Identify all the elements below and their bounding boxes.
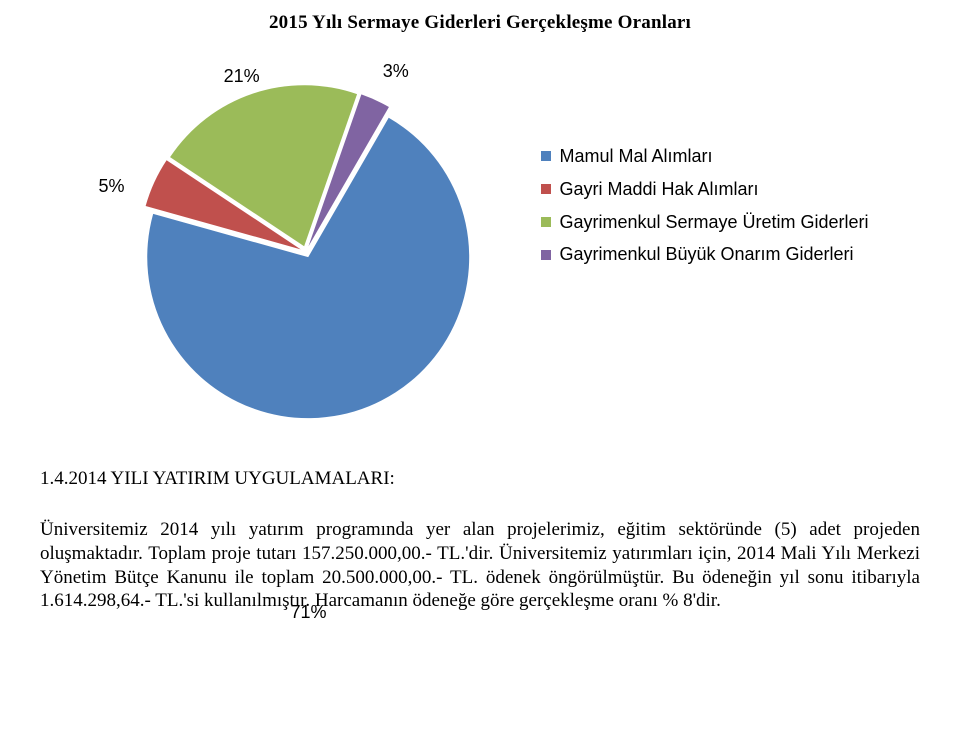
pie-data-label: 3% bbox=[383, 61, 409, 82]
legend-label: Mamul Mal Alımları bbox=[559, 142, 712, 171]
legend-label: Gayri Maddi Hak Alımları bbox=[559, 175, 758, 204]
pie-data-label: 5% bbox=[98, 176, 124, 197]
legend-item: Gayrimenkul Büyük Onarım Giderleri bbox=[541, 240, 868, 269]
legend-item: Gayri Maddi Hak Alımları bbox=[541, 175, 868, 204]
legend-label: Gayrimenkul Büyük Onarım Giderleri bbox=[559, 240, 853, 269]
legend-label: Gayrimenkul Sermaye Üretim Giderleri bbox=[559, 208, 868, 237]
legend-swatch bbox=[541, 151, 551, 161]
chart-area: 71%5%21%3% Mamul Mal AlımlarıGayri Maddi… bbox=[40, 42, 920, 442]
chart-legend: Mamul Mal Alımları Gayri Maddi Hak Alımla… bbox=[541, 142, 868, 273]
section-heading: 1.4.2014 YILI YATIRIM UYGULAMALARI: bbox=[40, 468, 920, 490]
legend-item: Mamul Mal Alımları bbox=[541, 142, 868, 171]
chart-title: 2015 Yılı Sermaye Giderleri Gerçekleşme … bbox=[40, 12, 920, 34]
pie-data-label: 21% bbox=[224, 66, 260, 87]
legend-item: Gayrimenkul Sermaye Üretim Giderleri bbox=[541, 208, 868, 237]
body-paragraph: Üniversitemiz 2014 yılı yatırım programı… bbox=[40, 518, 920, 613]
legend-swatch bbox=[541, 217, 551, 227]
pie-chart: 71%5%21%3% bbox=[91, 42, 521, 442]
pie-data-label: 71% bbox=[290, 602, 326, 623]
legend-swatch bbox=[541, 184, 551, 194]
legend-swatch bbox=[541, 250, 551, 260]
